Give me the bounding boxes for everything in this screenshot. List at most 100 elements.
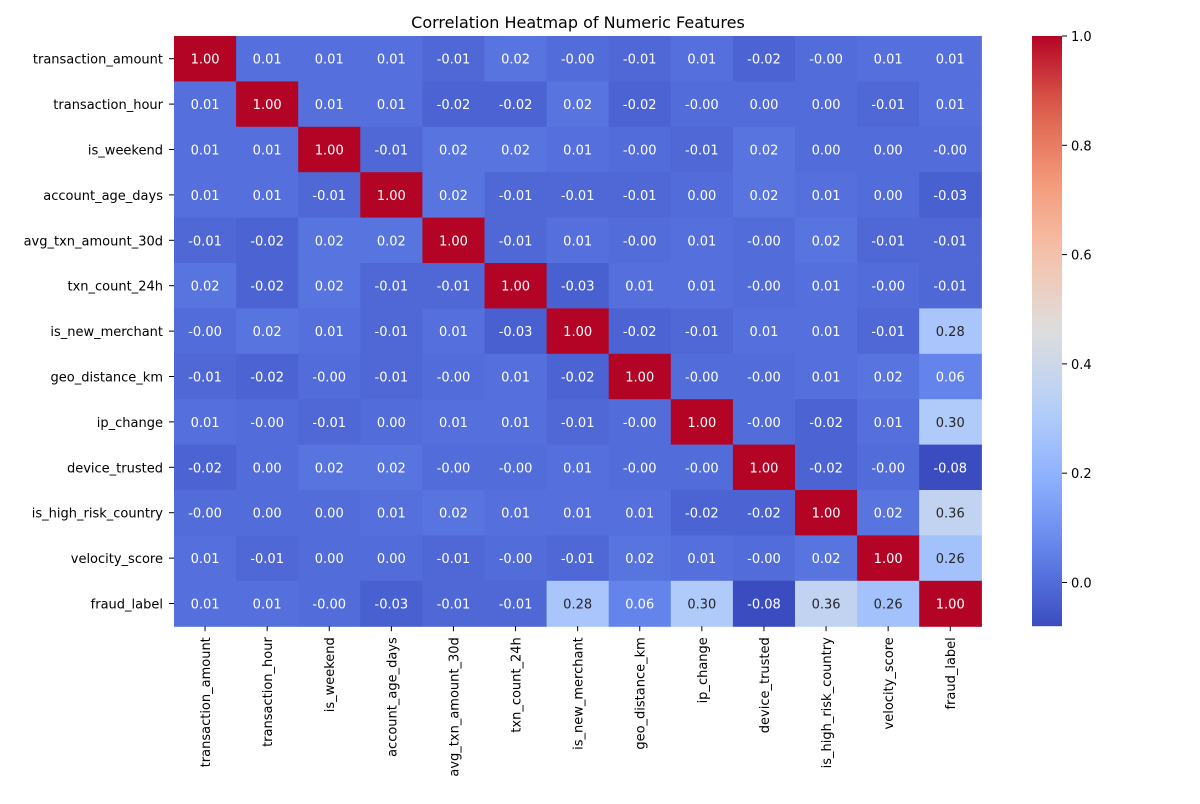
heatmap-cell [608,81,672,128]
heatmap-cell [919,490,982,536]
cell-value-label: -0.01 [623,189,657,204]
heatmap-cell [919,535,982,582]
cell-value-label: 0.02 [749,189,778,204]
heatmap-cell [236,353,299,400]
cell-value-label: 0.02 [439,507,468,522]
heatmap-cell [857,399,920,446]
colorbar-tick-label: 1.0 [1071,30,1092,45]
heatmap-cell [546,263,610,309]
cell-value-label: -0.00 [623,144,657,159]
heatmap-cell [670,36,734,82]
cell-value-label: -0.00 [623,461,657,476]
heatmap-cell [360,444,423,491]
cell-value-label: 0.01 [625,507,654,522]
heatmap-cell [422,308,486,355]
heatmap-cell [608,36,672,82]
row-label: geo_distance_km [51,371,163,386]
cell-value-label: -0.02 [747,53,781,68]
heatmap-cell [608,217,672,264]
cell-value-label: -0.00 [871,461,905,476]
colorbar-gradient [1032,36,1062,627]
cell-value-label: 0.01 [812,371,841,386]
heatmap-cell [732,490,796,536]
heatmap-cell [732,580,796,627]
heatmap-cell [608,263,672,309]
row-label: fraud_label [91,598,163,613]
heatmap-cell [546,399,610,446]
cell-value-label: -0.01 [437,598,471,613]
cell-value-label: 0.01 [812,280,841,295]
column-label: account_age_days [385,637,400,757]
cell-value-label: 0.06 [625,598,654,613]
cell-value-label: -0.00 [188,325,222,340]
cell-value-label: 0.30 [687,598,716,613]
heatmap-cell [236,81,299,128]
cell-value-label: 0.02 [191,280,220,295]
cell-value-label: 0.01 [501,416,530,431]
cell-value-label: 1.00 [812,507,841,522]
cell-value-label: 1.00 [874,552,903,567]
cell-value-label: 0.01 [687,552,716,567]
cell-value-label: 0.00 [687,189,716,204]
cell-value-label: -0.00 [499,461,533,476]
heatmap-cell [546,217,610,264]
cell-value-label: -0.00 [685,461,719,476]
heatmap-cell [919,353,982,400]
heatmap-cell [236,263,299,309]
heatmap-cell [732,263,796,309]
cell-value-label: -0.00 [747,280,781,295]
cell-value-label: -0.01 [561,416,595,431]
heatmap-cell [546,126,610,173]
cell-value-label: -0.01 [375,144,409,159]
cell-value-label: -0.01 [871,325,905,340]
colorbar-tick-label: 0.6 [1071,249,1092,264]
heatmap-cell [236,172,299,219]
cell-value-label: 0.36 [936,507,965,522]
cell-value-label: 0.01 [191,189,220,204]
heatmap-cell [919,172,982,219]
cell-value-label: 0.01 [936,98,965,113]
heatmap-cell [174,490,237,536]
heatmap-cell [795,172,858,219]
heatmap-cell [298,399,361,446]
heatmap-cell [670,308,734,355]
cell-value-label: 1.00 [936,598,965,613]
heatmap-cell [670,399,734,446]
heatmap-cell [608,580,672,627]
cell-value-label: -0.01 [933,234,967,249]
heatmap-cell [670,172,734,219]
heatmap-cell [795,263,858,309]
heatmap-cell [732,126,796,173]
heatmap-cell [857,263,920,309]
heatmap-cell [608,490,672,536]
cell-value-label: 0.00 [315,552,344,567]
cell-value-label: 0.01 [687,234,716,249]
cell-value-label: 0.02 [749,144,778,159]
heatmap-cell [298,126,361,173]
heatmap-cell [174,36,237,82]
cell-value-label: 0.01 [936,53,965,68]
cell-value-label: -0.00 [685,371,719,386]
heatmap-cell [298,490,361,536]
row-label: avg_txn_amount_30d [24,234,163,249]
column-label: device_trusted [758,637,773,733]
heatmap-cell [919,580,982,627]
heatmap-cell [919,263,982,309]
cell-value-label: -0.02 [623,325,657,340]
row-label: is_weekend [88,144,163,159]
cell-value-label: -0.00 [312,598,346,613]
heatmap-cell [422,126,486,173]
cell-value-label: 0.01 [191,552,220,567]
heatmap-cell [732,36,796,82]
cell-value-label: 0.01 [563,234,592,249]
heatmap-cell [795,353,858,400]
cell-value-label: -0.02 [250,280,284,295]
heatmap-cell [732,81,796,128]
cell-value-label: -0.01 [437,552,471,567]
cell-value-label: -0.01 [561,552,595,567]
cell-value-label: 0.36 [812,598,841,613]
cell-value-label: -0.01 [312,416,346,431]
heatmap-cell [298,535,361,582]
cell-value-label: 0.26 [874,598,903,613]
heatmap-cell [670,490,734,536]
